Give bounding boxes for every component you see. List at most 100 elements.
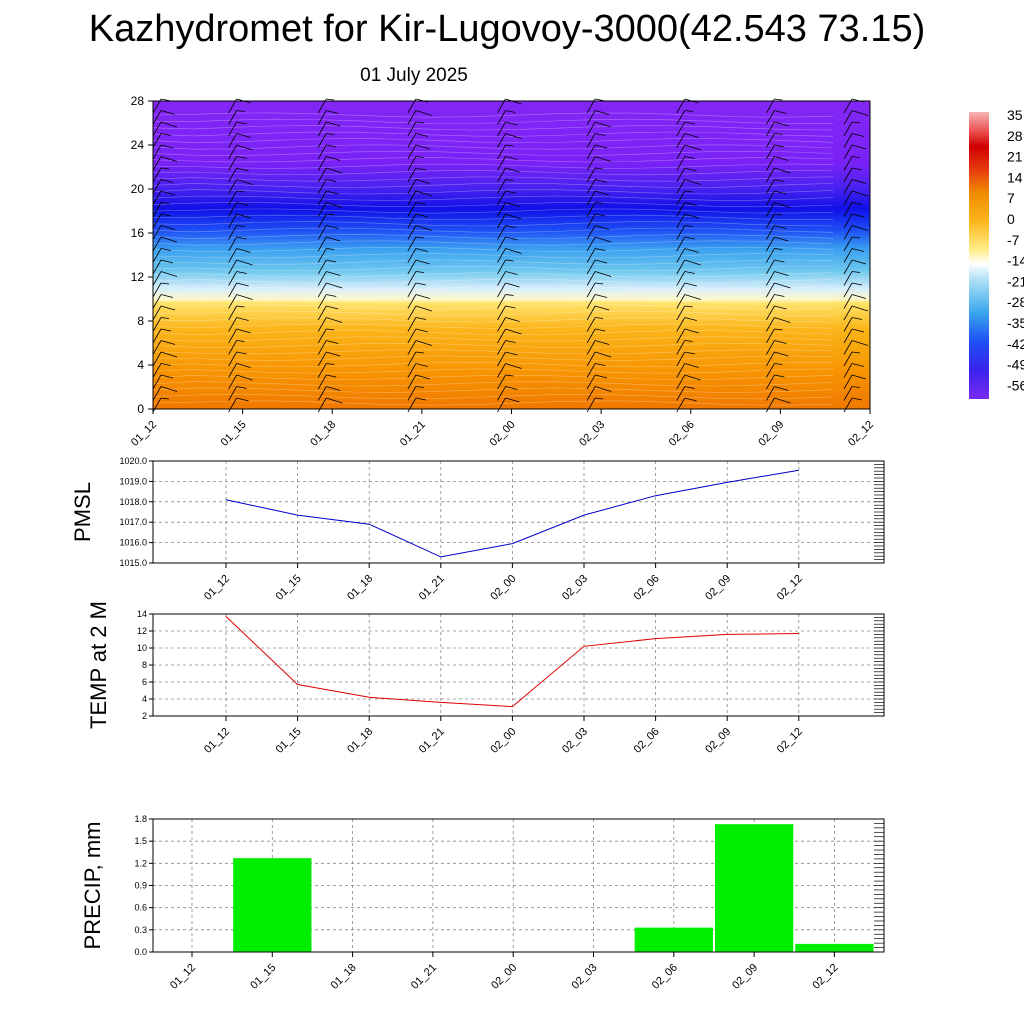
isotherm-line [152, 368, 834, 374]
wind-barb-flag [595, 179, 608, 183]
wind-barb-flag [236, 202, 249, 206]
wind-barb [676, 374, 686, 390]
wind-barb [843, 271, 853, 286]
wind-barb-flag [774, 156, 789, 161]
wind-barb-flag [415, 397, 426, 401]
wind-barb [766, 202, 775, 217]
wind-barb [317, 110, 327, 125]
wind-barb-flag [415, 259, 430, 265]
y-axis-title: TEMP at 2 M [86, 601, 111, 729]
wind-barb [766, 190, 775, 206]
wind-barb [152, 363, 162, 378]
wind-barb [407, 259, 417, 275]
isotherm-line [152, 317, 834, 323]
x-tick-label: 02_03 [570, 962, 600, 992]
wind-barb-flag [326, 282, 343, 289]
wind-barb [766, 328, 775, 344]
wind-barb [497, 305, 506, 321]
wind-barb-flag [326, 386, 341, 391]
wind-barb [843, 144, 853, 160]
wind-barb-flag [851, 317, 863, 320]
wind-barb [497, 167, 506, 183]
wind-barb [676, 248, 686, 263]
wind-barb-flag [160, 397, 170, 400]
colorbar-label: -35 [1007, 315, 1024, 331]
wind-barb-flag [415, 133, 428, 137]
wind-barb-flag [415, 236, 424, 239]
wind-barb-flag [326, 259, 337, 263]
wind-barb [317, 386, 327, 401]
colorbar-label: -56 [1007, 377, 1024, 393]
wind-barb-flag [774, 144, 785, 148]
wind-barb [317, 121, 327, 137]
wind-barb-flag [684, 317, 697, 321]
wind-barb [843, 179, 853, 194]
wind-barb-flag [415, 144, 430, 150]
wind-barb-flag [326, 213, 335, 216]
wind-barb-flag [774, 133, 783, 135]
y-tick-label: 8 [142, 660, 147, 670]
x-tick-label: 01_18 [329, 962, 359, 992]
wind-barb-flag [595, 305, 610, 311]
wind-barb-flag [851, 144, 867, 150]
wind-barb [317, 213, 327, 229]
y-tick-label: 1.5 [134, 836, 147, 846]
wind-barb [407, 317, 417, 332]
wind-barb-flag [505, 213, 522, 220]
wind-barb-flag [160, 374, 174, 379]
wind-barb [586, 317, 596, 332]
wind-barb [676, 121, 686, 137]
wind-barb [228, 202, 237, 217]
wind-barb-flag [415, 317, 426, 320]
wind-barb [497, 190, 506, 206]
wind-barb [843, 305, 853, 321]
wind-barb-flag [415, 374, 430, 380]
wind-barb [586, 397, 596, 413]
wind-barb [766, 248, 775, 263]
y-tick-label: 12 [137, 626, 147, 636]
wind-barb [766, 305, 775, 321]
wind-barb [152, 248, 162, 263]
wind-barb-flag [236, 121, 247, 125]
wind-barb [228, 351, 237, 367]
isotherm-line [152, 227, 834, 233]
x-tick-label: 02_12 [810, 962, 840, 992]
colorbar-label: 28 [1007, 128, 1023, 144]
wind-barb-flag [851, 282, 863, 286]
wind-barb [676, 271, 686, 286]
wind-barb [152, 144, 162, 160]
wind-barb [843, 294, 853, 309]
wind-barb [766, 213, 775, 229]
wind-barb [228, 144, 237, 160]
wind-barb-flag [160, 294, 174, 298]
wind-barb-flag [326, 340, 339, 344]
wind-barb [152, 202, 162, 217]
wind-barb-flag [505, 317, 520, 322]
wind-barb [586, 179, 596, 194]
isotherm-line [152, 336, 834, 342]
isotherm-line [152, 330, 834, 336]
wind-barb [676, 133, 686, 148]
wind-barb-flag [505, 156, 518, 160]
wind-barb [228, 121, 237, 137]
wind-barb-flag [160, 202, 170, 204]
wind-barb [407, 351, 417, 367]
wind-barb-flag [236, 259, 253, 266]
wind-barb-flag [326, 363, 335, 365]
y-tick-label: 1019.0 [119, 476, 147, 486]
isotherm-line [152, 349, 834, 355]
wind-barb-flag [505, 190, 516, 194]
wind-barb [843, 317, 853, 332]
x-tick-label: 02_06 [632, 573, 662, 603]
wind-barb [586, 305, 596, 321]
wind-barb-flag [326, 133, 335, 135]
wind-barb-flag [415, 179, 430, 184]
wind-barb [843, 374, 853, 390]
x-tick-label: 01_15 [274, 573, 304, 603]
y-tick-label: 10 [137, 643, 147, 653]
wind-barb [676, 294, 686, 309]
y-tick-label: 4 [137, 358, 144, 372]
wind-barb [766, 351, 775, 367]
isotherm-line [152, 131, 834, 137]
wind-barb-flag [160, 340, 176, 345]
